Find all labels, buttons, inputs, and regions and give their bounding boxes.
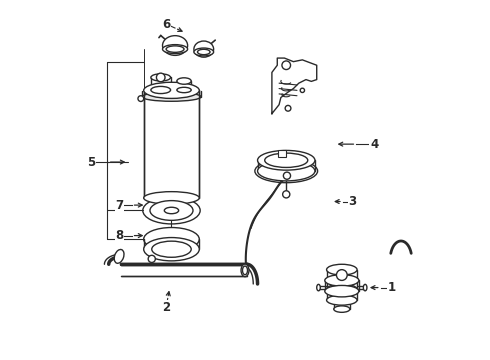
Ellipse shape — [334, 306, 350, 312]
Ellipse shape — [326, 295, 357, 305]
Ellipse shape — [265, 153, 308, 167]
Ellipse shape — [255, 159, 318, 183]
Circle shape — [285, 105, 291, 111]
Ellipse shape — [151, 86, 171, 94]
Ellipse shape — [197, 49, 210, 55]
Ellipse shape — [144, 228, 199, 251]
Ellipse shape — [243, 266, 247, 275]
Ellipse shape — [151, 74, 171, 81]
Circle shape — [156, 73, 165, 82]
Ellipse shape — [142, 92, 201, 101]
Circle shape — [300, 88, 304, 93]
Circle shape — [283, 172, 291, 179]
Text: 8: 8 — [115, 229, 123, 242]
Circle shape — [138, 96, 144, 102]
Ellipse shape — [241, 264, 249, 276]
Ellipse shape — [194, 48, 214, 56]
Ellipse shape — [326, 284, 357, 295]
Ellipse shape — [166, 46, 184, 52]
Ellipse shape — [163, 36, 188, 55]
Text: 4: 4 — [370, 138, 378, 150]
Circle shape — [282, 61, 291, 69]
Ellipse shape — [114, 249, 124, 263]
Ellipse shape — [150, 201, 193, 220]
FancyBboxPatch shape — [144, 90, 199, 198]
Ellipse shape — [326, 264, 357, 275]
Ellipse shape — [164, 207, 179, 214]
Ellipse shape — [144, 192, 199, 204]
Circle shape — [283, 191, 290, 198]
Ellipse shape — [177, 87, 191, 93]
Text: 5: 5 — [87, 156, 95, 168]
Ellipse shape — [152, 241, 191, 257]
Ellipse shape — [317, 284, 320, 291]
Text: 2: 2 — [162, 301, 170, 314]
Ellipse shape — [144, 82, 199, 98]
Ellipse shape — [163, 45, 188, 54]
Ellipse shape — [325, 275, 359, 286]
Ellipse shape — [143, 197, 200, 224]
Text: 1: 1 — [388, 281, 396, 294]
Circle shape — [148, 255, 155, 262]
Ellipse shape — [144, 238, 199, 261]
FancyBboxPatch shape — [278, 149, 286, 157]
Ellipse shape — [258, 150, 315, 170]
Text: 3: 3 — [348, 195, 357, 208]
Ellipse shape — [177, 78, 191, 84]
Text: 7: 7 — [116, 199, 123, 212]
Ellipse shape — [194, 41, 214, 57]
FancyBboxPatch shape — [122, 264, 247, 276]
Circle shape — [337, 270, 347, 280]
Ellipse shape — [258, 161, 315, 181]
Text: 6: 6 — [162, 18, 170, 31]
Ellipse shape — [325, 285, 359, 297]
Ellipse shape — [364, 284, 367, 291]
